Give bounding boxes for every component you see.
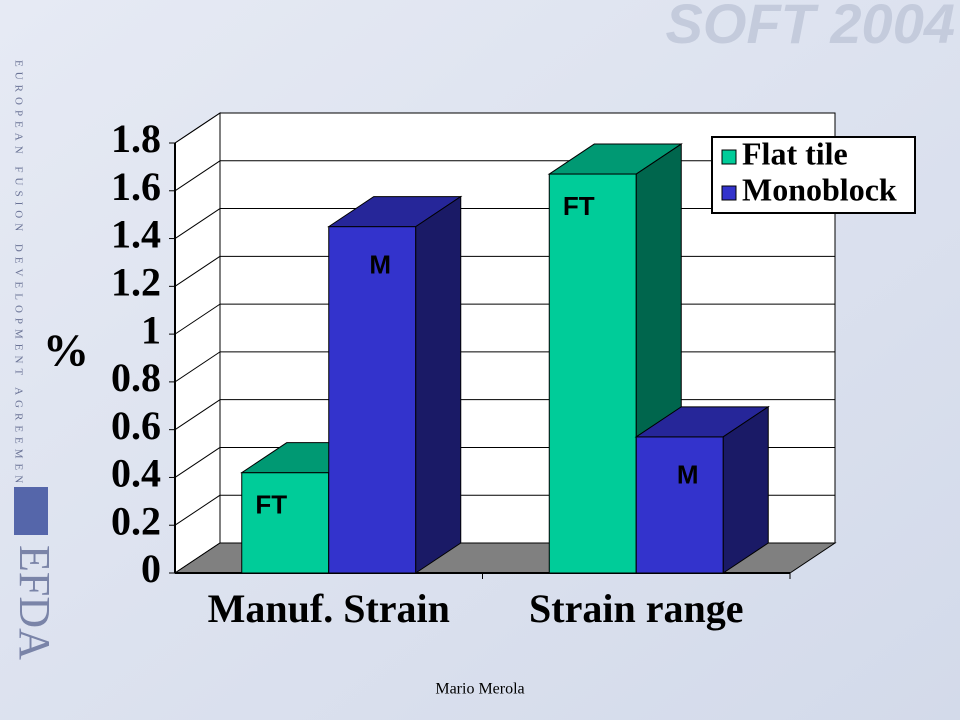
grid-line-side — [174, 208, 221, 239]
x-tick-label: Strain range — [529, 586, 743, 631]
footer: Mario Merola — [435, 681, 524, 698]
bar — [241, 472, 330, 574]
grid-line-side — [174, 494, 221, 526]
y-tick-label: 0.4 — [111, 451, 161, 496]
bar-side — [415, 195, 462, 574]
y-tick-label: 1.8 — [111, 116, 161, 161]
y-tick-label: 1.4 — [111, 212, 161, 257]
bar — [635, 436, 724, 574]
y-tick-label: 0.8 — [111, 355, 161, 400]
side-text: EUROPEAN FUSION DEVELOPMENT AGREEMENT — [12, 60, 24, 500]
legend-box — [711, 136, 916, 214]
brand: SOFT 2004 — [666, 0, 955, 55]
x-tick-label: Manuf. Strain — [208, 586, 450, 631]
bar — [328, 226, 417, 574]
grid-line-side — [174, 351, 221, 383]
plot: 00.20.40.60.811.21.41.61.8 Manuf. Strain F… — [111, 112, 916, 631]
grid-line-side — [174, 447, 221, 478]
eu-flag — [14, 487, 48, 535]
legend-label: Flat tile — [742, 135, 848, 171]
bar-label: M — [369, 249, 391, 279]
grid-line-side — [174, 112, 221, 144]
y-tick-label: 0.2 — [111, 498, 161, 543]
grid-line-side — [174, 399, 221, 431]
y-tick-label: 1.6 — [111, 164, 161, 209]
grid-line-side — [174, 160, 221, 192]
y-tick-label: 0 — [141, 546, 161, 591]
legend-label: Monoblock — [742, 171, 897, 207]
logo: EFDA — [10, 545, 59, 660]
bar — [548, 173, 637, 574]
bar-side — [722, 405, 769, 574]
side-wall — [174, 112, 221, 574]
y-label: % — [43, 325, 89, 376]
y-tick-label: 1 — [141, 307, 161, 352]
legend-swatch — [721, 149, 737, 165]
y-tick-label: 1.2 — [111, 260, 161, 305]
grid-line-side — [174, 255, 221, 287]
bar-label: FT — [255, 490, 287, 520]
grid-line-side — [174, 303, 221, 335]
bar-label: M — [677, 460, 699, 490]
bar-label: FT — [563, 191, 595, 221]
y-tick-label: 0.6 — [111, 403, 161, 448]
legend-swatch — [721, 185, 737, 201]
